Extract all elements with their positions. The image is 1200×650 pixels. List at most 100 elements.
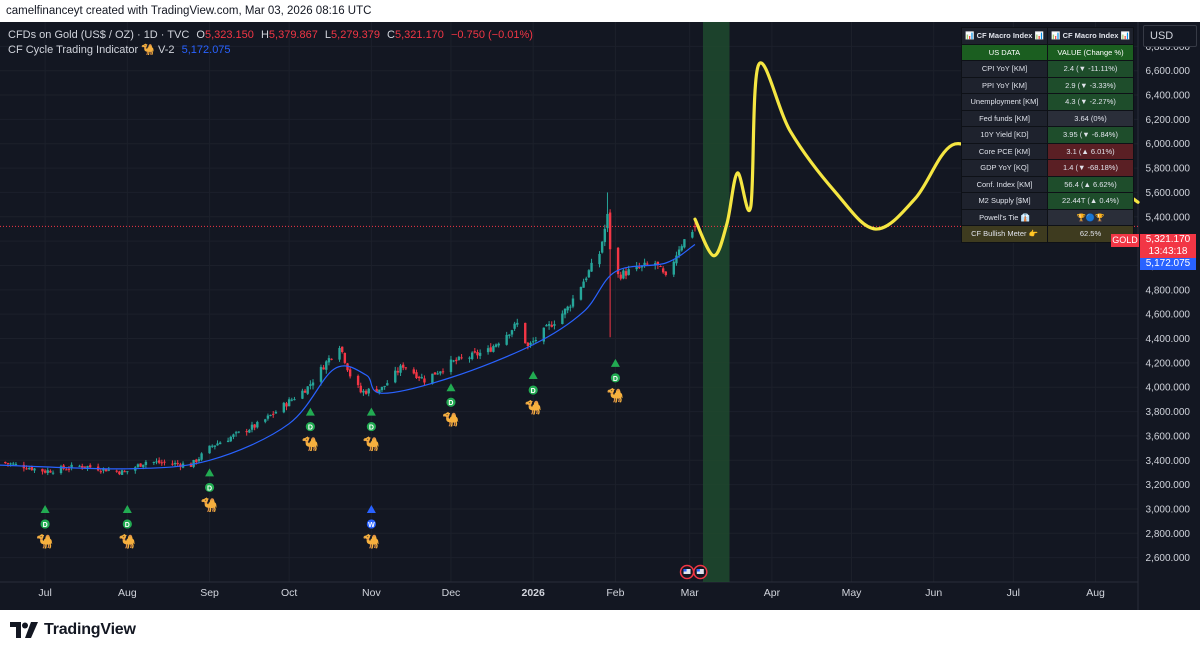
- candle: [309, 380, 312, 390]
- candle: [600, 240, 604, 254]
- candle-body: [157, 460, 161, 463]
- candle-body: [550, 324, 553, 327]
- price-tick-label: 3,000.000: [1146, 504, 1191, 515]
- candle: [510, 329, 514, 338]
- event-flag: [683, 569, 691, 574]
- candle: [550, 321, 553, 328]
- indicator-name[interactable]: CF Cycle Trading Indicator 🐪 V-2: [8, 44, 175, 56]
- candle-body: [192, 459, 195, 467]
- price-tick-label: 6,800.000: [1146, 42, 1191, 53]
- candle-body: [102, 468, 105, 471]
- candle-body: [322, 367, 325, 370]
- candle: [531, 337, 535, 346]
- macro-label: 10Y Yield [KD]: [961, 126, 1048, 144]
- macro-label: GDP YoY [KQ]: [961, 159, 1048, 177]
- candle-body: [394, 370, 397, 383]
- signal-badge: [610, 372, 621, 384]
- candle: [404, 366, 408, 371]
- candle-body: [330, 358, 333, 360]
- candle: [441, 368, 445, 375]
- candle: [234, 430, 238, 437]
- candle: [306, 386, 309, 395]
- chart-legend: CFDs on Gold (US$ / OZ) · 1D · TVC O5,32…: [8, 28, 533, 58]
- candle-body: [600, 241, 604, 253]
- candle-body: [293, 399, 296, 401]
- candle: [412, 367, 416, 375]
- candle-body: [402, 364, 405, 368]
- price-tick-label: 6,600.000: [1146, 66, 1191, 77]
- close-label: C: [387, 29, 395, 41]
- daily-cycle-signal: D🐪: [302, 407, 319, 452]
- candle: [680, 244, 683, 252]
- candle-body: [33, 468, 36, 471]
- signal-badge: [365, 518, 377, 530]
- candle: [359, 382, 362, 394]
- candle: [144, 460, 148, 469]
- candle-body: [582, 281, 585, 288]
- candle-body: [542, 327, 545, 342]
- candle: [364, 389, 368, 395]
- candle-body: [139, 463, 142, 467]
- candle: [563, 308, 567, 319]
- tradingview-logo[interactable]: TradingView: [10, 619, 136, 641]
- candle-body: [25, 468, 28, 470]
- economic-events[interactable]: [679, 564, 708, 580]
- candle-body: [195, 459, 198, 463]
- candle: [301, 388, 304, 400]
- candle: [386, 380, 389, 386]
- candle-body: [176, 463, 179, 465]
- camel-icon: 🐪: [442, 411, 459, 427]
- candle: [494, 343, 498, 348]
- candle-body: [287, 399, 291, 407]
- macro-label: CPI YoY [KM]: [961, 60, 1048, 78]
- price-chart[interactable]: D🐪D🐪D🐪D🐪D🐪W🐪D🐪D🐪D🐪 2,600.0002,800.0003,0…: [0, 22, 1200, 610]
- macro-value: 3.1 (▲ 6.01%): [1047, 142, 1134, 160]
- candle-body: [380, 386, 384, 391]
- price-tick-label: 3,400.000: [1146, 456, 1191, 467]
- candle-body: [598, 254, 601, 265]
- chart-panel[interactable]: D 🐪 D 🐪 D 🐪 D 🐪 D 🐪 W 🐪 D 🐪 D 🐪 D 🐪 2,600.000 2,800.000 3,0…: [0, 22, 1200, 610]
- candle: [449, 355, 453, 375]
- candle: [218, 441, 222, 445]
- candle: [497, 342, 500, 348]
- candle-body: [346, 363, 349, 371]
- candle: [213, 445, 217, 450]
- candle: [67, 466, 71, 473]
- candle: [126, 471, 129, 475]
- attribution-text: camelfinanceyt created with TradingView.…: [6, 5, 372, 17]
- price-tick-label: 5,600.000: [1146, 188, 1191, 199]
- candle: [197, 456, 201, 463]
- candle-body: [155, 461, 158, 463]
- signal-badge-text: D: [125, 522, 130, 529]
- signal-arrow-icon: [528, 371, 538, 380]
- candle: [319, 364, 323, 386]
- macro-row-core-pce: Core PCE [KM] 3.1 (▲ 6.01%): [961, 142, 1134, 160]
- candle: [455, 357, 458, 365]
- symbol-name[interactable]: CFDs on Gold (US$ / OZ) · 1D · TVC: [8, 29, 190, 41]
- price-tick-label: 6,200.000: [1146, 115, 1191, 126]
- candle: [266, 413, 270, 421]
- price-axis[interactable]: 2,600.000 2,800.000 3,000.000 3,200.000 3,40…: [1146, 42, 1191, 564]
- candle-body: [531, 341, 535, 343]
- candles: [4, 192, 697, 476]
- candle-body: [343, 352, 347, 363]
- price-tick-label: 4,000.000: [1146, 383, 1191, 394]
- candle-body: [494, 344, 498, 347]
- time-axis[interactable]: Jul Aug Sep Oct Nov Dec 2026 Feb Mar Apr May Jun Jul…: [38, 587, 1105, 599]
- macro-value: 3.64 (0%): [1047, 109, 1134, 127]
- weekly-cycle-signal: W🐪: [363, 504, 380, 549]
- candle: [272, 411, 275, 418]
- currency-selector[interactable]: USD: [1143, 25, 1197, 47]
- candle: [478, 349, 482, 360]
- highlight-zone: [702, 22, 730, 582]
- candle-body: [46, 470, 49, 473]
- candle-body: [99, 471, 103, 473]
- candle-body: [248, 430, 251, 433]
- time-tick-label: May: [842, 587, 863, 599]
- candle-body: [433, 372, 437, 375]
- cycle-indicator-line: [0, 243, 696, 470]
- candle: [248, 428, 251, 434]
- signal-badge-text: D: [43, 522, 48, 529]
- price-tick-label: 3,800.000: [1146, 407, 1191, 418]
- candle-body: [455, 359, 458, 362]
